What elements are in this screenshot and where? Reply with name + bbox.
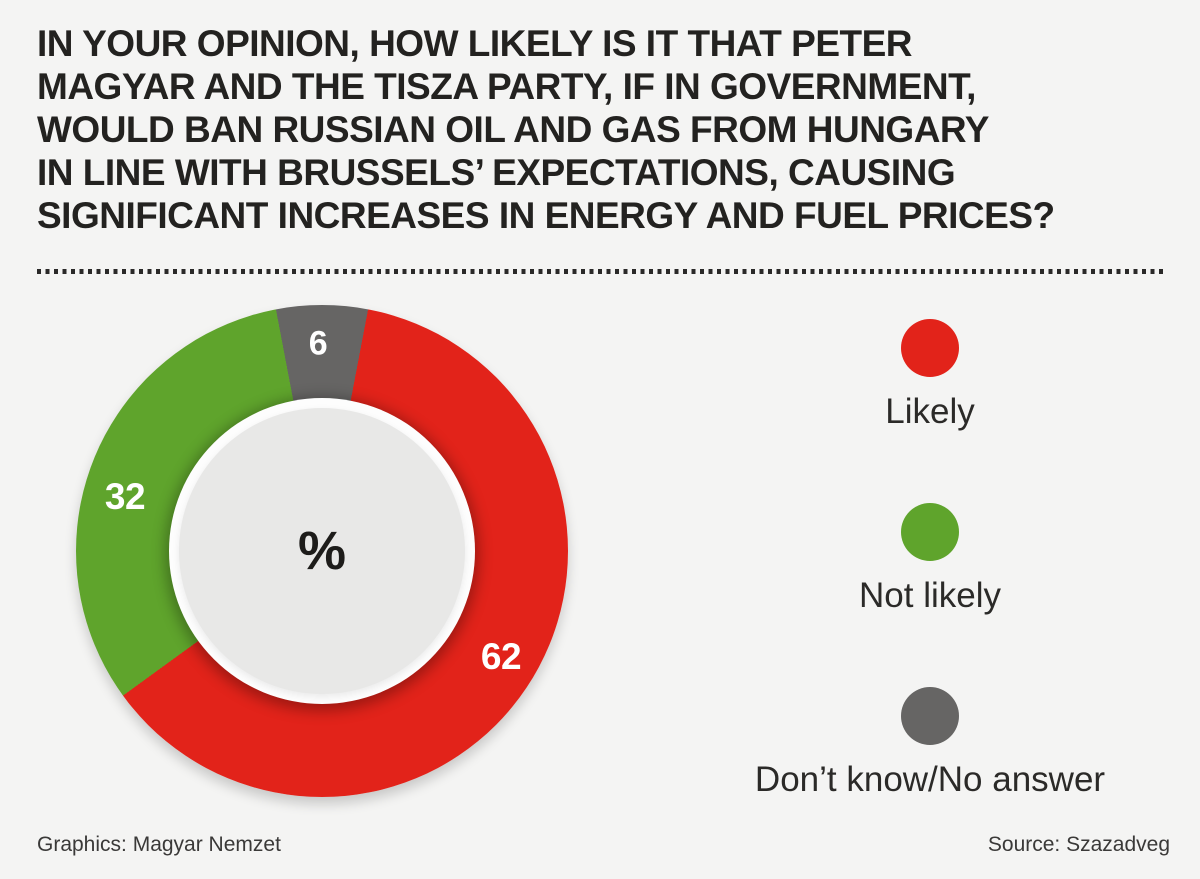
- title-line-4: IN LINE WITH BRUSSELS’ EXPECTATIONS, CAU…: [37, 152, 956, 193]
- not-likely-dot-icon: [900, 503, 959, 561]
- slice-value-not-likely: 32: [104, 476, 146, 517]
- legend-item-likely: Likely: [885, 319, 975, 433]
- title-line-1: IN YOUR OPINION, HOW LIKELY IS IT THAT P…: [37, 23, 913, 64]
- legend: Likely Not likely Don’t know/No answer: [680, 319, 1180, 801]
- source-credit: Source: Szazadveg: [987, 833, 1170, 856]
- title-line-3: WOULD BAN RUSSIAN OIL AND GAS FROM HUNGA…: [37, 109, 989, 150]
- percent-symbol: %: [297, 521, 346, 581]
- graphics-credit: Graphics: Magyar Nemzet: [37, 833, 281, 856]
- likely-dot-icon: [900, 319, 959, 377]
- legend-label-likely: Likely: [885, 392, 975, 431]
- chart-question-title: IN YOUR OPINION, HOW LIKELY IS IT THAT P…: [37, 22, 1167, 237]
- legend-label-dont-know: Don’t know/No answer: [754, 760, 1106, 799]
- legend-item-dont-know: Don’t know/No answer: [755, 687, 1105, 801]
- legend-label-not-likely: Not likely: [859, 576, 1001, 615]
- legend-item-not-likely: Not likely: [859, 503, 1001, 617]
- slice-value-likely: 62: [480, 636, 522, 677]
- title-line-5: SIGNIFICANT INCREASES IN ENERGY AND FUEL…: [37, 195, 1055, 236]
- slice-value-dont-know: 6: [308, 324, 328, 363]
- title-line-2: MAGYAR AND THE TISZA PARTY, IF IN GOVERN…: [37, 66, 976, 107]
- donut-chart: 6 32 62 %: [76, 305, 568, 797]
- dont-know-dot-icon: [901, 687, 959, 745]
- donut-center-disc: %: [179, 408, 465, 694]
- dotted-divider: [37, 269, 1163, 274]
